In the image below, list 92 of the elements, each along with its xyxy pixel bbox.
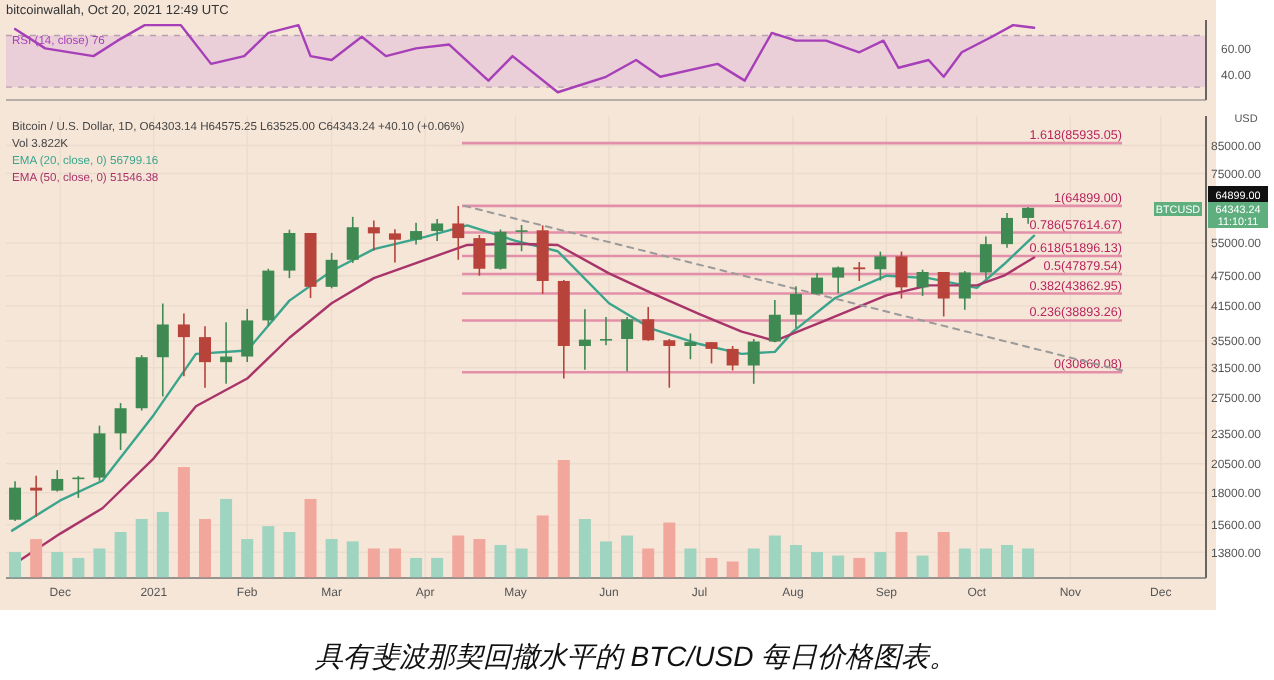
bar bbox=[325, 539, 338, 578]
candlestick bbox=[747, 338, 760, 385]
bar bbox=[135, 519, 148, 578]
bar bbox=[895, 531, 908, 578]
bar bbox=[979, 548, 992, 578]
bar bbox=[705, 557, 718, 578]
candlestick bbox=[705, 341, 718, 365]
bar bbox=[30, 539, 43, 578]
bar bbox=[958, 548, 971, 578]
bar bbox=[663, 522, 676, 578]
bar bbox=[600, 541, 612, 578]
candlestick bbox=[832, 265, 845, 295]
bar bbox=[1001, 544, 1014, 578]
bar bbox=[346, 541, 359, 578]
bar bbox=[937, 531, 950, 578]
candlestick bbox=[410, 221, 423, 246]
candlestick bbox=[1001, 212, 1014, 249]
bar bbox=[874, 552, 887, 578]
candlestick bbox=[515, 224, 528, 253]
candlestick bbox=[431, 218, 444, 242]
bar bbox=[621, 535, 634, 578]
bar bbox=[220, 498, 233, 578]
bar bbox=[557, 460, 570, 578]
bar bbox=[283, 531, 296, 578]
bar bbox=[494, 544, 507, 578]
line-series bbox=[13, 23, 1036, 94]
bar bbox=[684, 548, 697, 578]
bar bbox=[199, 519, 211, 578]
candlestick bbox=[325, 252, 338, 290]
bar bbox=[452, 535, 465, 578]
candlestick bbox=[388, 228, 401, 264]
bar bbox=[853, 557, 866, 578]
bar bbox=[726, 561, 739, 578]
candlestick bbox=[979, 235, 992, 280]
bar bbox=[473, 539, 486, 578]
bar bbox=[431, 557, 444, 578]
candlestick bbox=[578, 308, 591, 371]
candlestick bbox=[452, 205, 465, 261]
bar bbox=[578, 519, 591, 578]
candlestick bbox=[663, 338, 676, 389]
text: 具有斐波那契回撤水平的 BTC/USD 每日价格图表。 bbox=[314, 640, 958, 672]
bar bbox=[515, 548, 528, 578]
candlestick bbox=[199, 325, 211, 389]
candlestick bbox=[367, 219, 380, 252]
candlestick bbox=[9, 480, 22, 522]
bar bbox=[1022, 548, 1035, 578]
candlestick bbox=[220, 321, 233, 385]
candlestick bbox=[156, 302, 169, 398]
candlestick bbox=[283, 228, 296, 279]
candlestick bbox=[895, 250, 908, 300]
bar bbox=[367, 548, 380, 578]
candlestick bbox=[726, 345, 739, 372]
candlestick bbox=[621, 316, 634, 372]
bar bbox=[177, 467, 190, 578]
candlestick bbox=[177, 312, 190, 378]
bar bbox=[388, 548, 401, 578]
bar bbox=[410, 557, 423, 578]
candlestick bbox=[789, 285, 802, 329]
candlestick bbox=[51, 469, 64, 493]
candlestick bbox=[346, 216, 359, 264]
candlestick bbox=[768, 299, 781, 343]
bar bbox=[114, 531, 127, 578]
candlestick bbox=[642, 306, 655, 342]
candlestick bbox=[874, 250, 887, 282]
candlestick bbox=[93, 424, 106, 482]
bar bbox=[642, 548, 655, 578]
bar bbox=[156, 511, 169, 578]
bar bbox=[916, 555, 929, 578]
bar bbox=[747, 548, 760, 578]
candlestick bbox=[958, 270, 971, 311]
candlestick bbox=[30, 475, 43, 518]
candlestick bbox=[494, 228, 507, 271]
bar bbox=[768, 535, 781, 578]
candlestick bbox=[600, 316, 612, 347]
bar bbox=[51, 552, 64, 578]
bar bbox=[811, 552, 824, 578]
bar bbox=[789, 544, 802, 578]
bar bbox=[241, 539, 254, 578]
candlestick bbox=[114, 402, 127, 451]
candlestick bbox=[684, 332, 697, 361]
bar bbox=[536, 515, 549, 578]
bar bbox=[262, 526, 275, 578]
candlestick bbox=[241, 308, 254, 363]
candlestick bbox=[853, 261, 866, 282]
bar bbox=[93, 548, 106, 578]
bar bbox=[832, 555, 845, 578]
candlestick bbox=[916, 268, 929, 297]
candlestick bbox=[937, 271, 950, 318]
candlestick bbox=[473, 234, 486, 277]
bar bbox=[9, 552, 22, 578]
bar bbox=[72, 557, 85, 578]
bar bbox=[304, 498, 317, 578]
